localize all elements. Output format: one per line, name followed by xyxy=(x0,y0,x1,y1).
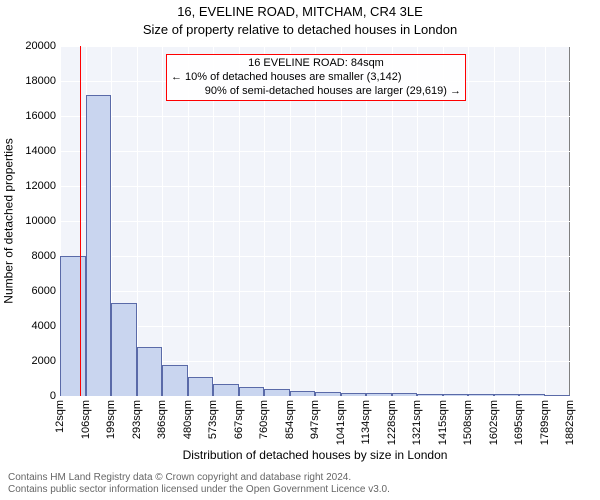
histogram-bar xyxy=(137,347,163,396)
gridline-h xyxy=(60,396,570,397)
chart-title-line1: 16, EVELINE ROAD, MITCHAM, CR4 3LE xyxy=(0,4,600,19)
ytick-label: 14000 xyxy=(16,145,56,157)
histogram-bar xyxy=(315,392,341,396)
histogram-bar xyxy=(213,384,239,396)
xtick-label: 106sqm xyxy=(80,400,92,439)
xtick-label: 12sqm xyxy=(54,400,66,433)
ytick-label: 4000 xyxy=(16,320,56,332)
gridline-v xyxy=(519,46,520,396)
xtick-label: 480sqm xyxy=(182,400,194,439)
xtick-label: 854sqm xyxy=(284,400,296,439)
ytick-label: 6000 xyxy=(16,285,56,297)
xtick-label: 1789sqm xyxy=(539,400,551,445)
xtick-label: 1041sqm xyxy=(335,400,347,445)
histogram-bar xyxy=(519,394,545,396)
ytick-label: 18000 xyxy=(16,75,56,87)
footer-line2: Contains public sector information licen… xyxy=(8,484,390,496)
xtick-label: 1602sqm xyxy=(488,400,500,445)
ytick-label: 8000 xyxy=(16,250,56,262)
xtick-label: 1321sqm xyxy=(411,400,423,445)
xtick-label: 386sqm xyxy=(156,400,168,439)
histogram-bar xyxy=(60,256,86,396)
property-marker-line xyxy=(80,46,81,396)
histogram-bar xyxy=(443,394,469,396)
gridline-v xyxy=(545,46,546,396)
footer-line1: Contains HM Land Registry data © Crown c… xyxy=(8,472,390,484)
annotation-line: 16 EVELINE ROAD: 84sqm xyxy=(171,57,461,71)
xtick-label: 667sqm xyxy=(233,400,245,439)
y-axis-label: Number of detached properties xyxy=(2,138,16,303)
histogram-bar xyxy=(392,393,418,396)
xtick-label: 573sqm xyxy=(207,400,219,439)
ytick-label: 2000 xyxy=(16,355,56,367)
xtick-label: 947sqm xyxy=(309,400,321,439)
xtick-label: 1695sqm xyxy=(513,400,525,445)
gridline-v xyxy=(494,46,495,396)
ytick-label: 16000 xyxy=(16,110,56,122)
histogram-bar xyxy=(494,394,520,396)
annotation-line: ← 10% of detached houses are smaller (3,… xyxy=(171,71,461,85)
xtick-label: 1508sqm xyxy=(462,400,474,445)
xtick-label: 1228sqm xyxy=(386,400,398,445)
histogram-bar xyxy=(417,394,443,396)
histogram-bar xyxy=(468,394,494,396)
histogram-bar xyxy=(545,395,571,396)
histogram-bar xyxy=(366,393,392,396)
ytick-label: 0 xyxy=(16,390,56,402)
histogram-bar xyxy=(188,377,214,396)
xtick-label: 1415sqm xyxy=(437,400,449,445)
ytick-label: 12000 xyxy=(16,180,56,192)
ytick-label: 10000 xyxy=(16,215,56,227)
x-axis-label: Distribution of detached houses by size … xyxy=(60,448,570,462)
xtick-label: 293sqm xyxy=(131,400,143,439)
histogram-bar xyxy=(264,389,290,396)
ytick-label: 20000 xyxy=(16,40,56,52)
gridline-v xyxy=(162,46,163,396)
histogram-bar xyxy=(341,393,367,397)
gridline-v xyxy=(137,46,138,396)
chart-title-line2: Size of property relative to detached ho… xyxy=(0,22,600,37)
footer-attribution: Contains HM Land Registry data © Crown c… xyxy=(8,472,390,496)
xtick-label: 760sqm xyxy=(258,400,270,439)
histogram-bar xyxy=(162,365,188,397)
histogram-bar xyxy=(86,95,112,396)
annotation-box: 16 EVELINE ROAD: 84sqm← 10% of detached … xyxy=(166,54,466,101)
annotation-line: 90% of semi-detached houses are larger (… xyxy=(171,85,461,99)
xtick-label: 1134sqm xyxy=(360,400,372,444)
gridline-v xyxy=(468,46,469,396)
xtick-label: 1882sqm xyxy=(564,400,576,445)
histogram-bar xyxy=(111,303,137,396)
plot-area: 0200040006000800010000120001400016000180… xyxy=(60,46,570,396)
gridline-v xyxy=(570,46,571,396)
xtick-label: 199sqm xyxy=(105,400,117,439)
histogram-bar xyxy=(290,391,316,396)
histogram-bar xyxy=(239,387,265,396)
